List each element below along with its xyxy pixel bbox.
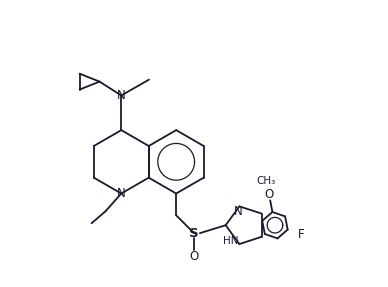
Text: O: O — [189, 250, 199, 263]
Text: CH₃: CH₃ — [257, 176, 276, 186]
Text: HN: HN — [223, 236, 238, 246]
Text: N: N — [117, 187, 126, 200]
Text: N: N — [234, 205, 243, 218]
Text: O: O — [265, 188, 274, 201]
Text: F: F — [298, 228, 304, 241]
Text: S: S — [189, 227, 199, 240]
Text: N: N — [117, 89, 126, 102]
